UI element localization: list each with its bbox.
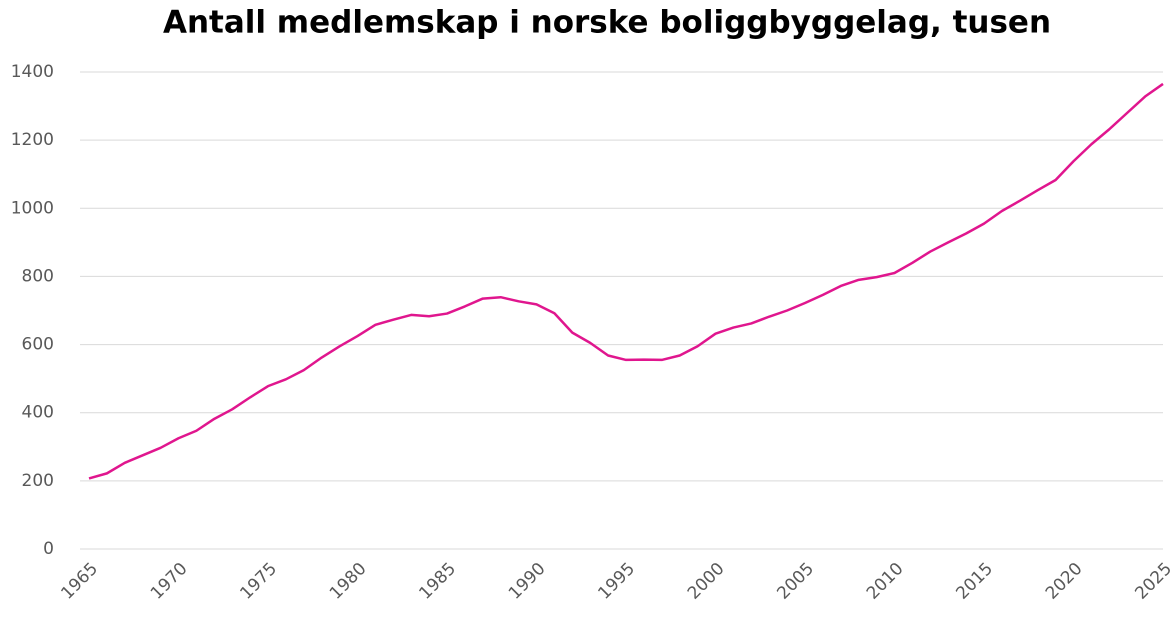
x-tick-label: 2025: [1131, 559, 1174, 604]
x-tick-label: 1990: [505, 559, 550, 604]
line: [88, 82, 1164, 480]
x-tick-label: 1985: [415, 559, 460, 604]
x-tick-label: 2015: [952, 559, 997, 604]
y-tick-label: 1000: [11, 198, 54, 218]
y-tick-label: 200: [22, 471, 54, 491]
x-tick-label: 2000: [684, 559, 729, 604]
y-tick-label: 1400: [11, 62, 54, 82]
chart-title: Antall medlemskap i norske boliggbyggela…: [163, 5, 1051, 41]
y-tick-label: 0: [43, 539, 54, 559]
y-tick-label: 400: [22, 403, 54, 423]
x-tick-label: 2020: [1042, 559, 1087, 604]
y-tick-label: 600: [22, 335, 54, 355]
x-tick-label: 1975: [236, 559, 281, 604]
x-tick-label: 1965: [57, 559, 102, 604]
x-tick-label: 2005: [773, 559, 818, 604]
y-tick-label: 800: [22, 266, 54, 286]
x-tick-label: 2010: [863, 559, 908, 604]
y-tick-label: 1200: [11, 130, 54, 150]
x-tick-label: 1980: [326, 559, 371, 604]
x-tick-label: 1970: [147, 559, 192, 604]
x-tick-label: 1995: [594, 559, 639, 604]
